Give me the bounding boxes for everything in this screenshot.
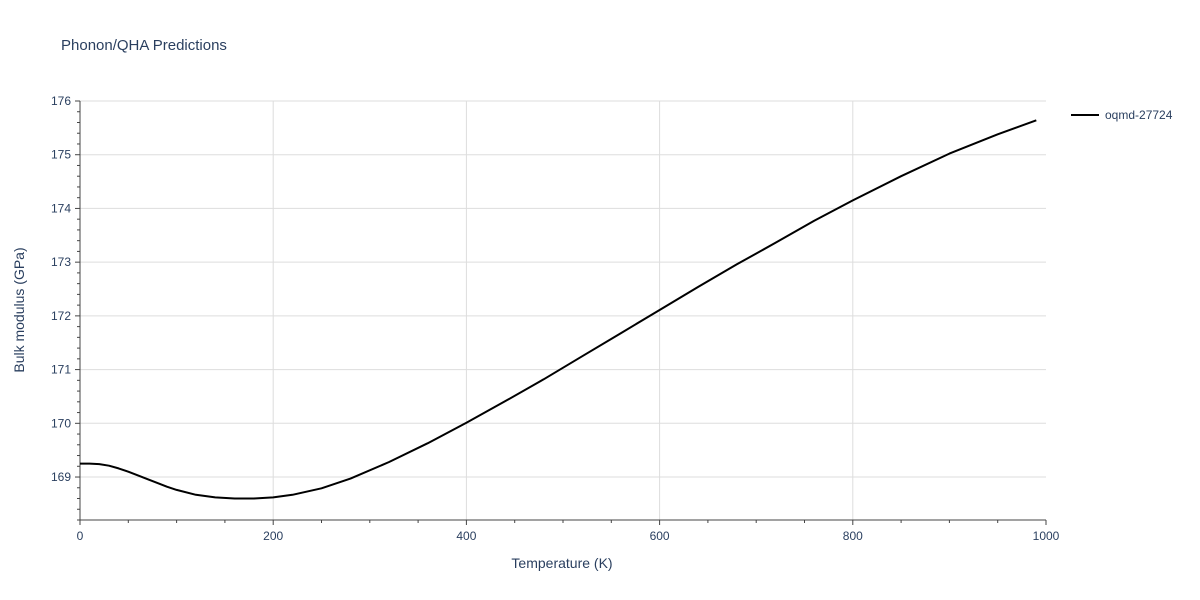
legend[interactable]: oqmd-27724 [1071, 108, 1173, 122]
series-line [80, 119, 1037, 500]
x-tick-label: 200 [263, 529, 283, 543]
y-tick-label: 174 [51, 201, 71, 215]
x-tick-label: 600 [650, 529, 670, 543]
y-axis-title: Bulk modulus (GPa) [11, 247, 27, 372]
x-tick-label: 0 [77, 529, 84, 543]
chart-title: Phonon/QHA Predictions [61, 37, 227, 54]
y-tick-label: 171 [51, 363, 71, 377]
x-tick-label: 800 [843, 529, 863, 543]
x-axis-title: Temperature (K) [511, 555, 612, 571]
x-tick-label: 400 [456, 529, 476, 543]
y-tick-label: 172 [51, 309, 71, 323]
series-layer [80, 119, 1037, 500]
grid [80, 100, 1046, 520]
y-tick-label: 176 [51, 94, 71, 108]
y-tick-label: 169 [51, 470, 71, 484]
y-tick-label: 173 [51, 255, 71, 269]
axes: 0 200 400 600 800 1000 169 170 171 172 173 174 175 17… [51, 94, 1060, 543]
x-tick-label: 1000 [1033, 529, 1060, 543]
y-tick-label: 175 [51, 148, 71, 162]
y-tick-label: 170 [51, 416, 71, 430]
legend-label: oqmd-27724 [1105, 108, 1173, 122]
